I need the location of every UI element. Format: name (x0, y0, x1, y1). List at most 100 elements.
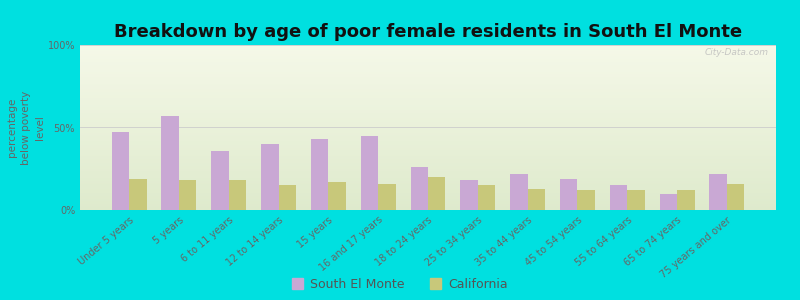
Bar (80, 146, 776, 147)
Bar (80, 76, 776, 78)
Bar (80, 50, 776, 52)
Bar (80, 89, 776, 91)
Bar (80, 58, 776, 60)
Bar (80, 99, 776, 101)
Bar (80, 111, 776, 112)
Bar (80, 128, 776, 129)
Bar (80, 203, 776, 205)
Bar (80, 106, 776, 108)
Bar (129, 178, 146, 210)
Bar (80, 66, 776, 68)
Bar (80, 184, 776, 185)
Bar (80, 71, 776, 73)
Bar (80, 114, 776, 116)
Bar (80, 190, 776, 192)
Bar (80, 142, 776, 144)
Bar (80, 70, 776, 71)
Bar (361, 136, 378, 210)
Bar (80, 207, 776, 208)
Title: Breakdown by age of poor female residents in South El Monte: Breakdown by age of poor female resident… (114, 23, 742, 41)
Bar (578, 190, 595, 210)
Bar (80, 65, 776, 66)
Y-axis label: percentage
below poverty
level: percentage below poverty level (7, 90, 45, 165)
Bar (80, 164, 776, 165)
Bar (80, 63, 776, 65)
Bar (80, 53, 776, 55)
Bar (80, 208, 776, 210)
Bar (80, 162, 776, 164)
Bar (80, 93, 776, 94)
Bar (80, 45, 776, 46)
Bar (80, 197, 776, 199)
Bar (80, 68, 776, 70)
Bar (80, 126, 776, 128)
Bar (80, 172, 776, 174)
Bar (80, 85, 776, 86)
Bar (378, 184, 396, 210)
Bar (80, 116, 776, 118)
Bar (80, 112, 776, 114)
Bar (80, 121, 776, 122)
Bar (560, 178, 578, 210)
Bar (80, 86, 776, 88)
Bar (80, 136, 776, 137)
Bar (328, 182, 346, 210)
Bar (80, 101, 776, 103)
Bar (80, 200, 776, 202)
Bar (428, 177, 446, 210)
Bar (80, 75, 776, 76)
Bar (80, 56, 776, 58)
Bar (211, 151, 229, 210)
Bar (80, 109, 776, 111)
Bar (80, 154, 776, 155)
Bar (80, 48, 776, 50)
Legend: South El Monte, California: South El Monte, California (292, 278, 508, 291)
Bar (80, 81, 776, 83)
Bar (727, 184, 744, 210)
Bar (478, 185, 495, 210)
Bar (80, 157, 776, 159)
Bar (80, 149, 776, 151)
Bar (80, 124, 776, 126)
Bar (80, 80, 776, 81)
Bar (80, 46, 776, 48)
Bar (80, 83, 776, 85)
Bar (278, 185, 296, 210)
Bar (261, 144, 278, 210)
Bar (80, 52, 776, 53)
Bar (80, 137, 776, 139)
Bar (80, 147, 776, 149)
Bar (80, 195, 776, 197)
Bar (80, 194, 776, 195)
Bar (80, 174, 776, 175)
Bar (80, 122, 776, 124)
Text: City-Data.com: City-Data.com (705, 48, 769, 57)
Bar (80, 167, 776, 169)
Bar (80, 180, 776, 182)
Bar (80, 78, 776, 80)
Bar (80, 192, 776, 194)
Bar (80, 141, 776, 142)
Bar (80, 155, 776, 157)
Bar (80, 139, 776, 141)
Bar (610, 185, 627, 210)
Bar (80, 60, 776, 61)
Bar (80, 131, 776, 132)
Bar (710, 174, 727, 210)
Bar (80, 103, 776, 104)
Bar (80, 129, 776, 131)
Bar (80, 170, 776, 172)
Bar (627, 190, 645, 210)
Bar (80, 169, 776, 170)
Bar (80, 185, 776, 187)
Bar (80, 119, 776, 121)
Bar (311, 139, 328, 210)
Bar (80, 202, 776, 203)
Bar (80, 96, 776, 98)
Bar (80, 55, 776, 56)
Bar (80, 178, 776, 180)
Bar (80, 160, 776, 162)
Bar (510, 174, 528, 210)
Bar (80, 73, 776, 75)
Bar (80, 134, 776, 136)
